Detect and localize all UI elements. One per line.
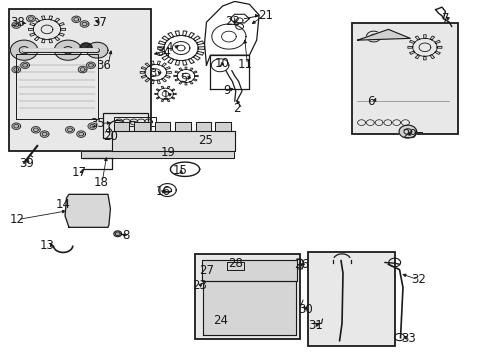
Text: 6: 6 xyxy=(366,95,374,108)
Polygon shape xyxy=(112,131,234,150)
Text: 16: 16 xyxy=(156,185,170,198)
Text: 7: 7 xyxy=(442,12,449,25)
Polygon shape xyxy=(398,125,416,138)
Bar xyxy=(307,252,394,346)
Text: 38: 38 xyxy=(10,17,25,30)
Text: 32: 32 xyxy=(410,273,425,286)
Text: 39: 39 xyxy=(19,157,34,170)
Text: 3: 3 xyxy=(149,67,157,80)
Polygon shape xyxy=(12,66,20,73)
Polygon shape xyxy=(80,43,92,51)
Polygon shape xyxy=(134,122,150,131)
Polygon shape xyxy=(114,122,129,131)
Text: 23: 23 xyxy=(192,279,207,292)
Polygon shape xyxy=(114,231,122,237)
Text: 37: 37 xyxy=(92,17,107,30)
Text: 14: 14 xyxy=(56,198,71,211)
Polygon shape xyxy=(86,42,108,58)
Polygon shape xyxy=(40,131,49,137)
Polygon shape xyxy=(78,66,87,73)
Text: 25: 25 xyxy=(198,134,213,147)
Text: 8: 8 xyxy=(122,229,130,242)
Polygon shape xyxy=(86,62,95,68)
Text: 31: 31 xyxy=(307,319,322,332)
Text: 33: 33 xyxy=(401,332,415,345)
Polygon shape xyxy=(195,122,211,131)
Text: 30: 30 xyxy=(298,303,312,316)
Bar xyxy=(351,23,457,134)
Text: 11: 11 xyxy=(237,58,252,71)
Polygon shape xyxy=(65,127,74,133)
Bar xyxy=(194,254,299,338)
Polygon shape xyxy=(201,260,297,281)
Polygon shape xyxy=(88,123,97,130)
Text: 21: 21 xyxy=(257,9,272,22)
Text: 22: 22 xyxy=(224,15,240,28)
Polygon shape xyxy=(72,16,81,23)
Polygon shape xyxy=(20,62,29,68)
Text: 12: 12 xyxy=(9,213,24,226)
Text: 19: 19 xyxy=(160,145,175,158)
Text: 17: 17 xyxy=(71,166,86,179)
Polygon shape xyxy=(12,123,20,130)
Text: 34: 34 xyxy=(156,46,170,59)
Text: 28: 28 xyxy=(227,257,243,270)
Polygon shape xyxy=(12,22,20,28)
Polygon shape xyxy=(357,30,409,40)
Text: 15: 15 xyxy=(172,164,187,177)
Polygon shape xyxy=(10,40,38,60)
Polygon shape xyxy=(206,265,216,273)
Text: 36: 36 xyxy=(96,59,110,72)
Polygon shape xyxy=(203,281,295,335)
Text: 9: 9 xyxy=(223,84,230,97)
Text: 13: 13 xyxy=(40,239,55,252)
Text: 10: 10 xyxy=(214,57,229,69)
Polygon shape xyxy=(31,127,40,133)
Polygon shape xyxy=(54,40,81,60)
Text: 5: 5 xyxy=(180,72,187,85)
Polygon shape xyxy=(26,15,35,22)
Bar xyxy=(103,113,148,138)
Bar xyxy=(9,9,151,151)
Text: 20: 20 xyxy=(103,130,118,144)
Polygon shape xyxy=(81,150,233,158)
Text: 4: 4 xyxy=(165,41,173,54)
Text: 2: 2 xyxy=(233,103,240,116)
Polygon shape xyxy=(77,131,85,137)
Polygon shape xyxy=(215,122,230,131)
Text: 24: 24 xyxy=(212,314,227,327)
Polygon shape xyxy=(175,122,190,131)
Text: 35: 35 xyxy=(90,117,104,130)
Text: 18: 18 xyxy=(93,176,108,189)
Polygon shape xyxy=(80,21,89,27)
Text: 29: 29 xyxy=(402,127,417,141)
Text: 27: 27 xyxy=(199,264,214,277)
Polygon shape xyxy=(155,122,170,131)
Polygon shape xyxy=(65,194,110,227)
Text: 26: 26 xyxy=(293,258,308,271)
Text: 1: 1 xyxy=(161,89,169,102)
